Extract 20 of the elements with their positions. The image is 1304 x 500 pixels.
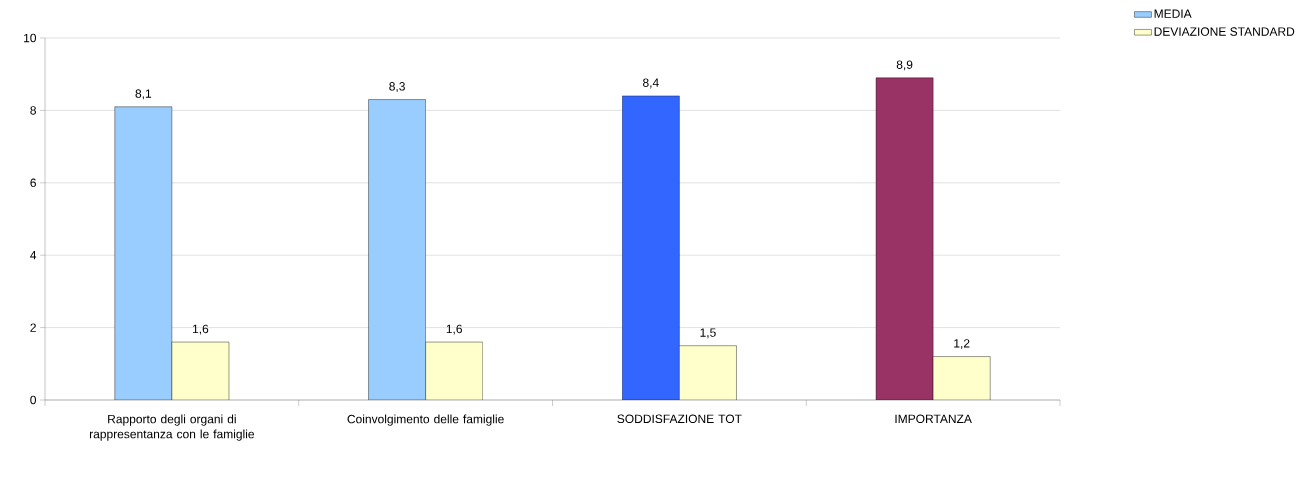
- y-tick-label: 8: [30, 106, 36, 115]
- x-tick-label: IMPORTANZA: [895, 414, 972, 424]
- legend-label: MEDIA: [1154, 9, 1192, 18]
- y-tick-label: 6: [30, 178, 36, 188]
- y-tick-label: 0: [30, 395, 37, 405]
- data-label: 8,9: [896, 60, 913, 71]
- data-label: 1,6: [446, 324, 462, 335]
- legend-label: DEVIAZIONE STANDARD: [1154, 27, 1295, 36]
- data-label: 8,1: [135, 89, 152, 100]
- x-tick-label: SODDISFAZIONE TOT: [617, 414, 742, 424]
- x-tick-label: Coinvolgimento delle famiglie: [347, 414, 504, 426]
- data-label: 1,6: [193, 324, 209, 335]
- y-tick-label: 2: [30, 323, 36, 332]
- y-tick-label: 4: [30, 251, 37, 260]
- data-label: 8,4: [643, 78, 659, 89]
- data-label: 8,3: [389, 82, 405, 93]
- y-tick-label: 10: [24, 33, 37, 43]
- x-tick-label: Rapporto degli organi di rappresentanza con le famiglie: [89, 414, 255, 441]
- data-label: 1,5: [700, 328, 716, 339]
- data-label: 1,2: [954, 339, 970, 350]
